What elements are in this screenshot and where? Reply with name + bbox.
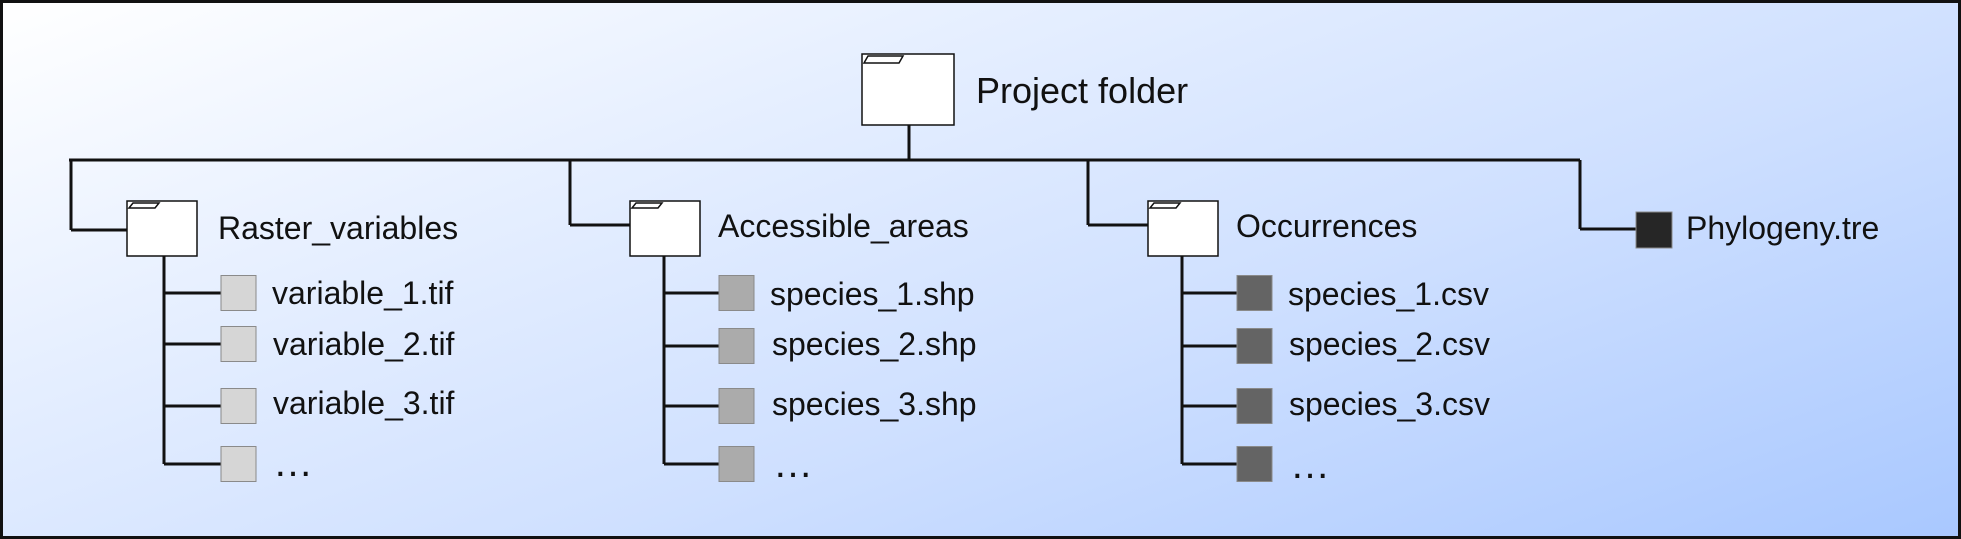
folder-label-accessible-areas: Accessible_areas xyxy=(718,208,969,244)
file-icon xyxy=(1236,328,1273,364)
file-label-more: … xyxy=(1290,443,1332,487)
file-label: species_1.csv xyxy=(1288,276,1489,312)
folder-tab-icon xyxy=(127,202,161,209)
file-label-phylogeny: Phylogeny.tre xyxy=(1686,210,1880,246)
phylogeny-file-icon xyxy=(1635,211,1673,249)
file-icon xyxy=(718,328,755,364)
file-label: species_3.csv xyxy=(1289,386,1490,422)
file-icon xyxy=(1236,275,1273,311)
file-label: variable_2.tif xyxy=(273,326,455,362)
folder-icon xyxy=(1147,200,1219,257)
file-label-more: … xyxy=(773,442,815,486)
file-label: species_2.shp xyxy=(772,326,977,362)
file-icon xyxy=(220,388,257,424)
folder-label-occurrences: Occurrences xyxy=(1236,208,1418,244)
folder-tab-icon xyxy=(862,55,905,64)
file-label: species_1.shp xyxy=(770,276,975,312)
file-label: species_3.shp xyxy=(772,386,977,422)
file-icon xyxy=(1236,446,1273,482)
file-icon xyxy=(718,388,755,424)
file-icon xyxy=(220,446,257,482)
file-icon xyxy=(220,275,257,311)
root-folder-label: Project folder xyxy=(976,70,1189,111)
file-label-more: … xyxy=(273,441,315,485)
folder-icon xyxy=(126,200,198,257)
root-folder-icon xyxy=(861,53,955,126)
folder-tab-icon xyxy=(630,202,664,209)
file-label: variable_1.tif xyxy=(272,275,454,311)
folder-icon xyxy=(629,200,701,257)
file-icon xyxy=(220,326,257,362)
file-icon xyxy=(1236,388,1273,424)
file-label: species_2.csv xyxy=(1289,326,1490,362)
file-icon xyxy=(718,446,755,482)
tree-connectors xyxy=(69,53,1673,482)
file-icon xyxy=(718,275,755,311)
folder-tab-icon xyxy=(1148,202,1182,209)
folder-label-raster-variables: Raster_variables xyxy=(218,210,459,246)
file-label: variable_3.tif xyxy=(273,385,455,421)
